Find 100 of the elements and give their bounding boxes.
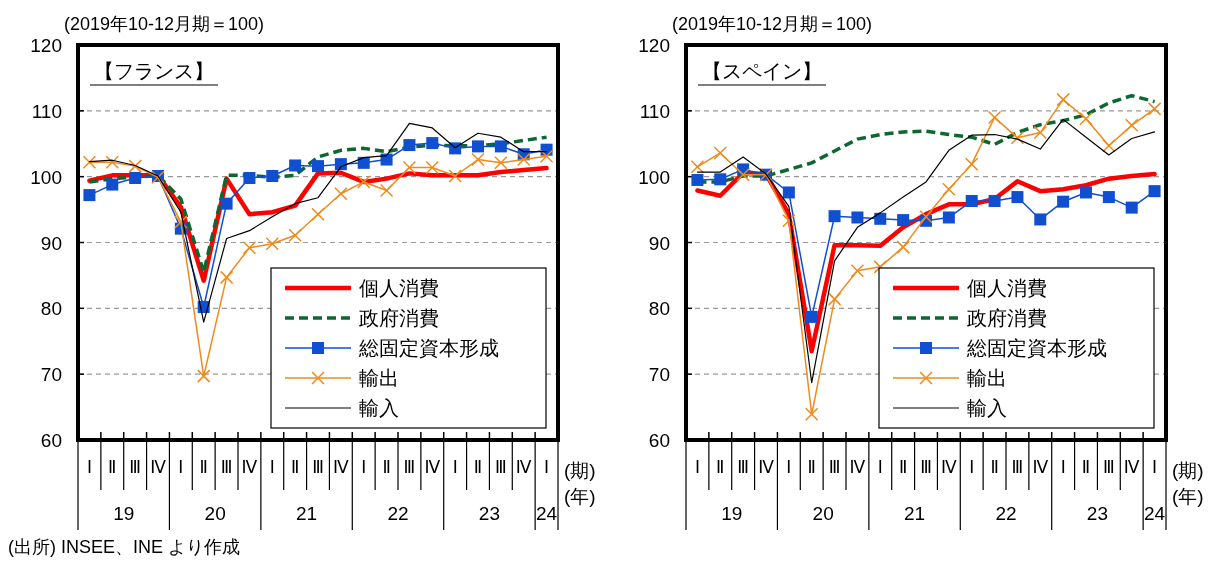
point <box>782 214 796 228</box>
x-tick-label: Ⅰ <box>1152 458 1158 477</box>
text: 20 <box>812 503 834 524</box>
y-tick-label: 90 <box>40 232 62 254</box>
point <box>266 170 279 183</box>
point <box>897 214 910 227</box>
x-tick-label: Ⅳ <box>424 458 441 477</box>
point <box>1033 125 1048 140</box>
x-tick-label: Ⅳ <box>241 458 258 477</box>
chart-subtitle: (2019年10-12月期＝100) <box>672 14 873 34</box>
point <box>1102 191 1115 204</box>
text: 23 <box>478 503 500 524</box>
x-tick-label: Ⅱ <box>990 458 999 477</box>
point <box>965 195 978 208</box>
x-tick-label: Ⅱ <box>290 458 300 477</box>
x-tick-label: Ⅳ <box>941 458 958 477</box>
point <box>942 211 955 224</box>
x-tick-label: Ⅰ <box>1060 458 1066 477</box>
x-tick-label: Ⅳ <box>150 458 167 477</box>
point <box>874 212 887 225</box>
x-tick-label: Ⅱ <box>473 458 483 477</box>
chart-subtitle: (2019年10-12月期＝100) <box>64 14 265 34</box>
y-tick-label: 90 <box>648 232 670 254</box>
text: 【フランス】 <box>94 60 214 82</box>
x-tick-label: Ⅰ <box>178 458 184 477</box>
point <box>83 189 96 202</box>
point <box>220 197 233 210</box>
legend-label: 輸入 <box>359 397 399 419</box>
point <box>850 264 865 278</box>
legend-label: 輸出 <box>359 367 399 389</box>
point <box>1124 118 1139 133</box>
point <box>312 160 324 173</box>
point <box>1147 102 1162 116</box>
x-tick-label: Ⅰ <box>694 458 700 477</box>
point <box>402 160 417 175</box>
point <box>1011 191 1024 204</box>
point <box>804 407 819 422</box>
point <box>987 110 1002 125</box>
point <box>736 167 750 182</box>
point <box>472 140 484 153</box>
point <box>494 156 508 170</box>
text: (出所) INSEE、INE より作成 <box>8 537 241 557</box>
x-tick-label: Ⅰ <box>544 458 550 477</box>
point <box>896 240 910 254</box>
legend-label: 総固定資本形成 <box>358 337 499 359</box>
point <box>426 137 439 150</box>
text: 24 <box>1144 503 1166 524</box>
x-tick-label: Ⅰ <box>969 458 975 477</box>
point <box>357 156 370 169</box>
point <box>805 310 818 323</box>
y-tick-label: 110 <box>639 100 670 122</box>
point <box>1080 186 1092 199</box>
point <box>106 178 119 191</box>
legend-label: 政府消費 <box>967 307 1047 329</box>
legend-label: 総固定資本形成 <box>966 337 1107 359</box>
point <box>919 210 933 224</box>
text: 19 <box>113 503 135 524</box>
x-tick-label: Ⅳ <box>333 458 350 477</box>
point <box>243 171 256 184</box>
point <box>196 369 211 383</box>
point <box>964 157 979 171</box>
point <box>714 173 727 186</box>
text: 22 <box>995 503 1017 524</box>
point <box>691 173 704 186</box>
x-tick-label: Ⅱ <box>199 458 208 477</box>
point <box>713 146 728 160</box>
point <box>128 159 142 173</box>
text: (期) <box>1172 460 1204 481</box>
y-tick-label: 80 <box>40 298 62 320</box>
text: (期) <box>564 460 596 481</box>
point <box>494 140 507 153</box>
x-tick-label: Ⅱ <box>807 458 816 477</box>
x-tick-label: Ⅲ <box>312 458 324 477</box>
x-tick-label: Ⅲ <box>920 458 932 477</box>
text: 【スペイン】 <box>702 60 822 82</box>
x-tick-label: Ⅱ <box>1081 458 1091 477</box>
point <box>782 186 795 199</box>
x-tick-label: Ⅱ <box>898 458 908 477</box>
x-tick-label: Ⅲ <box>220 458 233 477</box>
x-tick-label: Ⅲ <box>403 458 416 477</box>
y-tick-label: 60 <box>40 430 62 451</box>
x-tick-label: Ⅳ <box>849 458 866 477</box>
legend-label: 政府消費 <box>359 307 439 329</box>
legend-label: 輸入 <box>967 397 1007 419</box>
y-tick-label: 100 <box>30 166 62 188</box>
point <box>942 182 956 196</box>
legend-label: 個人消費 <box>967 277 1047 299</box>
x-tick-label: Ⅱ <box>108 458 117 477</box>
point <box>356 175 371 189</box>
point <box>380 153 393 166</box>
point <box>129 171 142 184</box>
text: (年) <box>564 486 596 507</box>
legend-label: 輸出 <box>967 367 1007 389</box>
y-tick-label: 80 <box>648 298 670 320</box>
point <box>471 152 485 167</box>
x-tick-label: Ⅰ <box>877 458 883 477</box>
point <box>311 207 325 221</box>
point <box>242 241 257 255</box>
point <box>827 292 842 306</box>
text: 19 <box>721 503 743 524</box>
